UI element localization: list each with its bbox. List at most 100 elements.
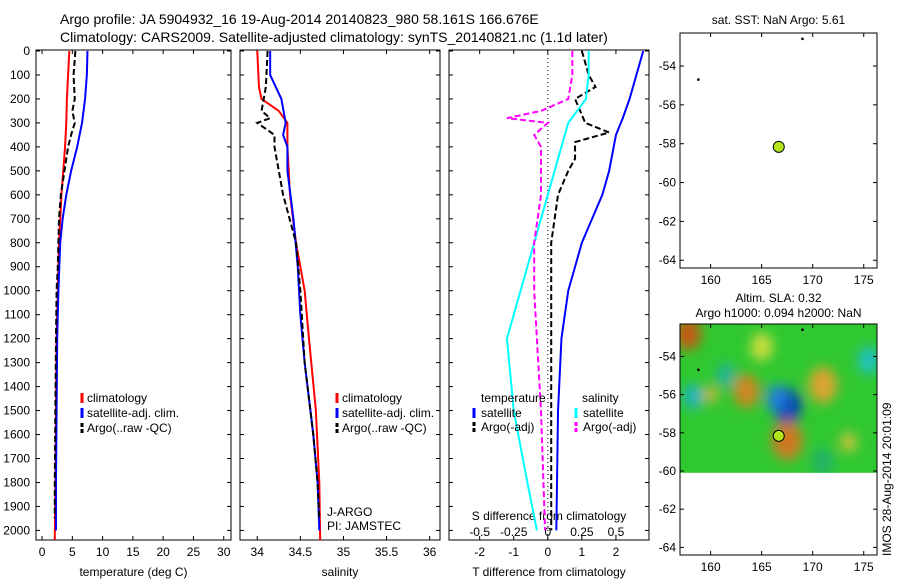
legend-label: climatology <box>342 391 402 405</box>
x-tick-label: 175 <box>854 273 874 287</box>
y-tick-label: -54 <box>659 349 677 363</box>
x-tick-label: -1 <box>508 545 519 559</box>
legend-label: satellite <box>583 406 624 420</box>
y-tick-label: 1300 <box>3 356 30 370</box>
map-title: sat. SST: NaN Argo: 5.61 <box>712 13 846 27</box>
profile-location-marker <box>772 429 785 442</box>
y-tick-label: 1400 <box>3 380 30 394</box>
x2-tick-label: -0.5 <box>469 525 490 539</box>
heatmap-cell <box>857 346 877 375</box>
x-tick-label: 170 <box>803 273 823 287</box>
axes-box-1 <box>239 49 441 541</box>
heatmap-cell <box>704 386 718 404</box>
heatmap-cell <box>811 447 834 473</box>
float-track-marker <box>801 37 804 41</box>
y-tick-label: 600 <box>10 188 30 202</box>
x-tick-label: 35 <box>337 545 351 559</box>
heatmap-cell <box>808 366 838 404</box>
y-tick-label: -54 <box>659 59 677 73</box>
heatmap-cell <box>765 384 788 413</box>
x2-axis-label: S difference from climatology <box>472 509 627 523</box>
y-tick-label: 1700 <box>3 452 30 466</box>
x2-tick-label: 0.5 <box>608 525 625 539</box>
heatmap-cell <box>716 362 736 389</box>
y-tick-label: 1500 <box>3 404 30 418</box>
x-tick-label: 34 <box>251 545 265 559</box>
legend-group-salinity: salinity <box>582 391 619 405</box>
x2-tick-label: 0.25 <box>570 525 594 539</box>
x-tick-label: 160 <box>701 560 721 574</box>
series-line-climatology <box>256 50 322 541</box>
map-subtitle: Argo h1000: 0.094 h2000: NaN <box>695 306 861 320</box>
y-tick-label: -60 <box>659 464 677 478</box>
legend-label: Argo(..raw -QC) <box>342 421 427 435</box>
series-line-argo-raw-qc- <box>255 50 321 519</box>
y-tick-label: 900 <box>10 260 30 274</box>
x-tick-label: 160 <box>701 273 721 287</box>
series-line-s-argo-adj- <box>506 51 574 531</box>
sla-heatmap <box>680 324 877 473</box>
series-line-t-argo-adj- <box>550 50 613 531</box>
y-tick-label: -60 <box>659 176 677 190</box>
x-tick-label: 5 <box>69 545 76 559</box>
x-tick-label: 1 <box>579 545 586 559</box>
profile-location-marker <box>772 140 785 153</box>
series-line-satellite-adj-clim- <box>54 50 89 531</box>
title-line2: Climatology: CARS2009. Satellite-adjuste… <box>60 29 608 45</box>
y-tick-label: -62 <box>659 502 677 516</box>
series-line-argo-raw-qc- <box>53 50 77 519</box>
legend-label: Argo(-adj) <box>481 420 534 434</box>
y-tick-label: -64 <box>659 540 677 554</box>
y-tick-label: 400 <box>10 140 30 154</box>
legend-label: Argo(-adj) <box>583 420 636 434</box>
x-tick-label: 35.5 <box>375 545 399 559</box>
map-title: Altim. SLA: 0.32 <box>735 291 821 305</box>
y-tick-label: -58 <box>659 137 677 151</box>
y-tick-label: 500 <box>10 164 30 178</box>
axes-box-2 <box>448 49 650 541</box>
y-tick-label: 1000 <box>3 284 30 298</box>
y-tick-label: -58 <box>659 426 677 440</box>
y-tick-label: -62 <box>659 214 677 228</box>
legend-label: satellite-adj. clim. <box>87 406 179 420</box>
y-tick-label: 2000 <box>3 523 30 537</box>
x-tick-label: 2 <box>613 545 620 559</box>
x-tick-label: 0 <box>39 545 46 559</box>
axes-box-0 <box>35 49 232 541</box>
heatmap-cell <box>683 383 704 410</box>
x-tick-label: 36 <box>423 545 437 559</box>
series-line-t-satellite <box>555 50 645 531</box>
y-tick-label: 1600 <box>3 428 30 442</box>
x-axis-label: salinity <box>322 565 359 579</box>
x-tick-label: -2 <box>474 545 485 559</box>
legend-label: satellite <box>481 406 522 420</box>
y-tick-label: 0 <box>23 44 30 58</box>
annotation-pi: PI: JAMSTEC <box>327 519 401 533</box>
heatmap-features <box>680 324 877 473</box>
legend-label: satellite-adj. clim. <box>342 406 434 420</box>
heatmap-cell <box>750 332 773 361</box>
legend-label: climatology <box>87 391 147 405</box>
float-track-marker <box>697 368 700 372</box>
heatmap-cell <box>733 374 760 408</box>
y-tick-label: -64 <box>659 253 677 267</box>
series-line-satellite-adj-clim- <box>269 51 321 531</box>
y-tick-label: -56 <box>659 388 677 402</box>
x-tick-label: 170 <box>803 560 823 574</box>
legend-label: Argo(..raw -QC) <box>87 421 172 435</box>
map-box-1 <box>679 323 878 556</box>
x2-tick-label: 0 <box>544 525 551 539</box>
y-tick-label: 200 <box>10 92 30 106</box>
x-tick-label: 34.5 <box>289 545 313 559</box>
heatmap-cell <box>680 324 702 351</box>
float-track-marker <box>697 78 700 81</box>
y-tick-label: -56 <box>659 98 677 112</box>
annotation-float-program: J-ARGO <box>327 505 372 519</box>
y-tick-label: 1100 <box>4 308 30 322</box>
x-tick-label: 165 <box>752 273 772 287</box>
y-tick-label: 800 <box>10 236 30 250</box>
map-box-0 <box>679 32 878 269</box>
x-tick-label: 30 <box>217 545 231 559</box>
